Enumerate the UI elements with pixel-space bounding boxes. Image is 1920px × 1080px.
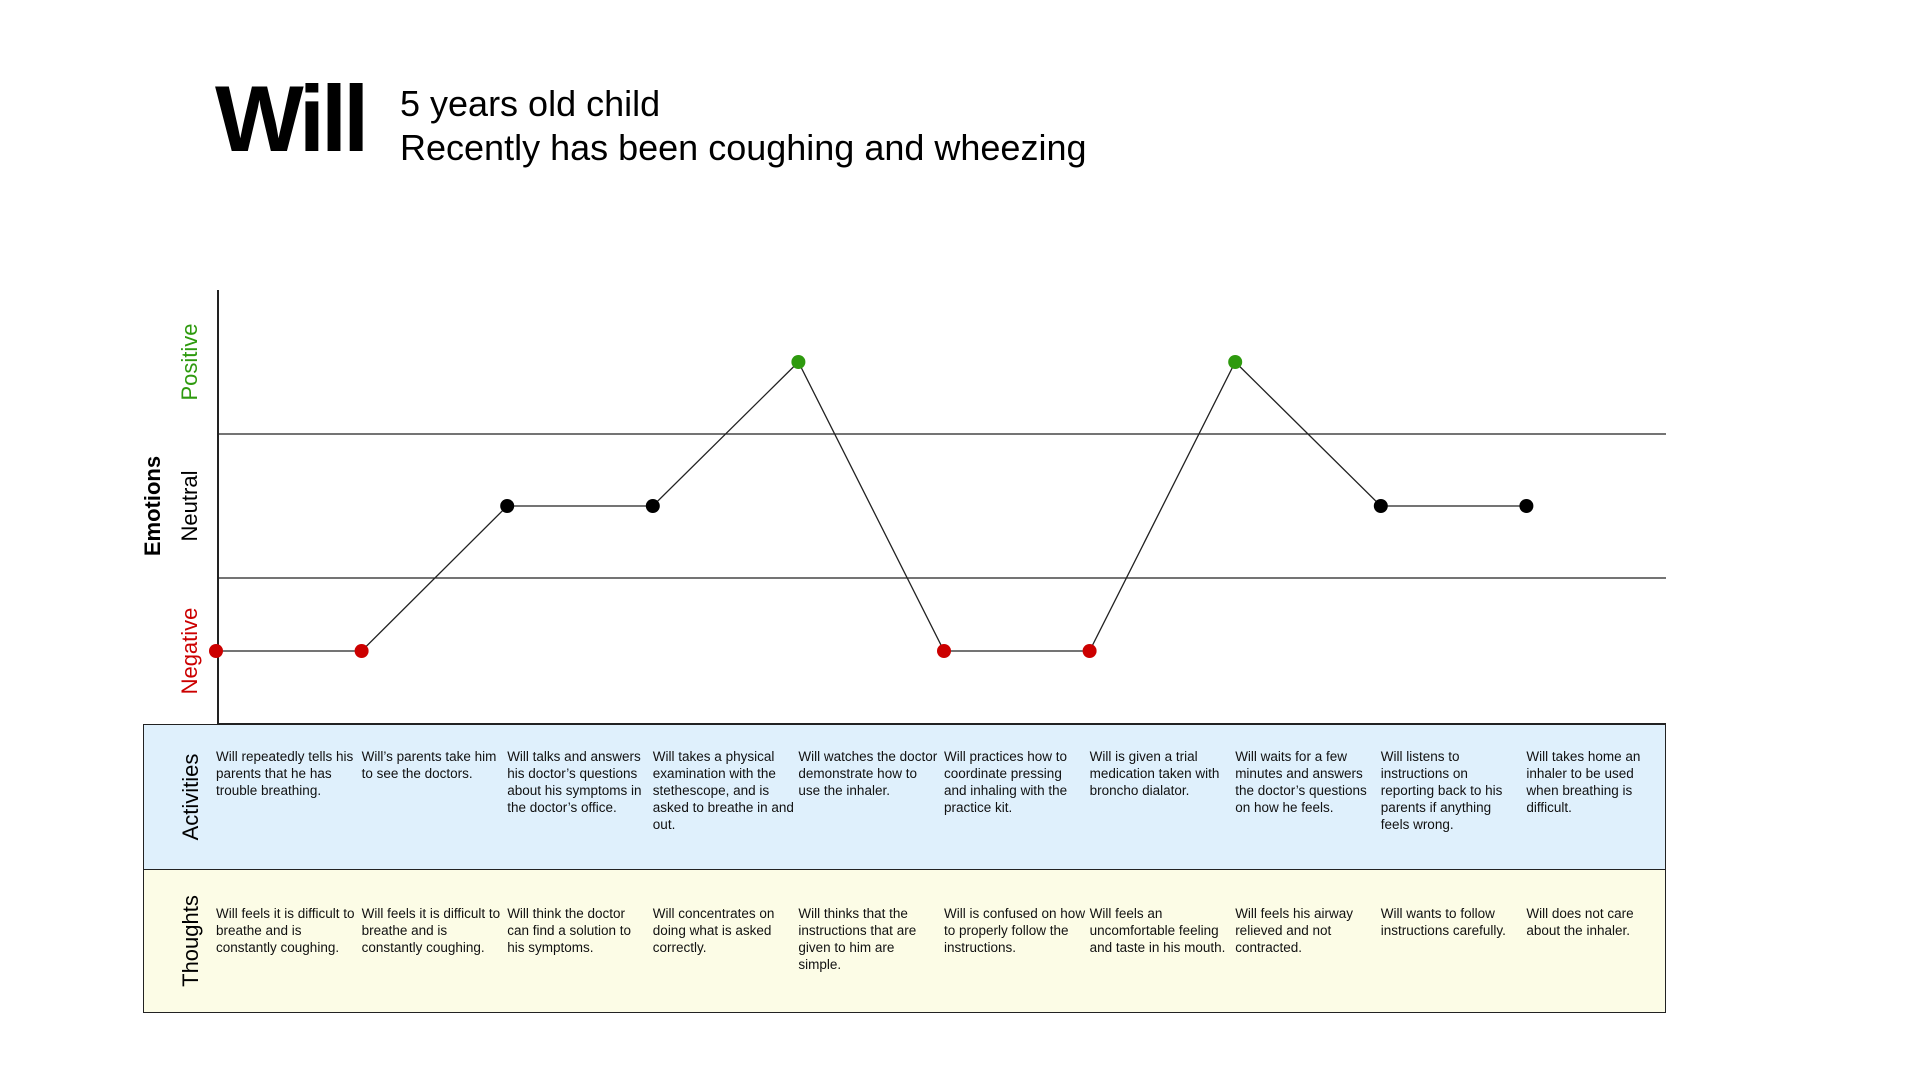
activity-cell-4: Will takes a physical examination with t… <box>652 749 794 832</box>
emotion-points <box>209 355 1534 658</box>
activity-cell-9: Will listens to instructions on reportin… <box>1380 749 1503 832</box>
thought-cell-6: Will is confused on how to properly foll… <box>944 906 1086 955</box>
emotion-point-10 <box>1519 499 1534 513</box>
thought-cell-10: Will does not care about the inhaler. <box>1526 906 1634 938</box>
persona-age: 5 years old child <box>400 83 661 124</box>
emotion-level-label-positive: Positive <box>177 323 202 401</box>
thoughts-row <box>143 869 1666 1013</box>
emotion-point-3 <box>500 499 515 513</box>
emotion-level-label-negative: Negative <box>177 607 202 695</box>
thought-cell-7: Will feels an uncomfortable feeling and … <box>1089 906 1226 955</box>
emotion-point-1 <box>209 644 223 658</box>
thoughts-row-label: Thoughts <box>178 895 203 987</box>
emotion-point-5 <box>791 355 806 369</box>
persona-name: Will <box>215 66 369 171</box>
emotion-polyline <box>216 360 1527 652</box>
emotion-point-8 <box>1228 355 1243 369</box>
activity-cell-8: Will waits for a few minutes and answers… <box>1235 749 1367 815</box>
emotions-axis-title: Emotions <box>140 455 165 557</box>
chart-frame <box>217 290 1666 725</box>
emotion-line <box>216 360 1527 652</box>
activity-cell-1: Will repeatedly tells his parents that h… <box>216 749 354 798</box>
activities-row <box>143 724 1666 870</box>
emotion-point-9 <box>1373 499 1388 513</box>
thought-cell-3: Will think the doctor can find a solutio… <box>507 906 632 955</box>
activity-cell-6: Will practices how to coordinate pressin… <box>944 749 1068 815</box>
emotion-point-7 <box>1082 644 1097 658</box>
thought-cell-5: Will thinks that the instructions that a… <box>798 906 917 972</box>
activity-cell-7: Will is given a trial medication taken w… <box>1089 749 1220 798</box>
emotion-point-2 <box>354 644 369 658</box>
activity-cell-2: Will’s parents take him to see the docto… <box>361 749 497 781</box>
emotion-level-label-neutral: Neutral <box>177 470 202 542</box>
thought-cell-4: Will concentrates on doing what is asked… <box>652 906 775 955</box>
thought-cell-8: Will feels his airway relieved and not c… <box>1235 906 1353 955</box>
persona-description: 5 years old child Recently has been coug… <box>400 82 1087 170</box>
activity-cell-10: Will takes home an inhaler to be used wh… <box>1526 749 1641 815</box>
activities-row-label: Activities <box>178 753 203 841</box>
emotion-point-4 <box>645 499 660 513</box>
thought-cell-2: Will feels it is difficult to breathe an… <box>361 906 501 955</box>
activity-cell-5: Will watches the doctor demonstrate how … <box>798 749 938 798</box>
thought-cell-1: Will feels it is difficult to breathe an… <box>216 906 355 955</box>
persona-condition: Recently has been coughing and wheezing <box>400 127 1087 168</box>
activity-cell-3: Will talks and answers his doctor’s ques… <box>507 749 642 815</box>
emotion-point-6 <box>937 644 951 658</box>
thought-cell-9: Will wants to follow instructions carefu… <box>1380 906 1506 938</box>
